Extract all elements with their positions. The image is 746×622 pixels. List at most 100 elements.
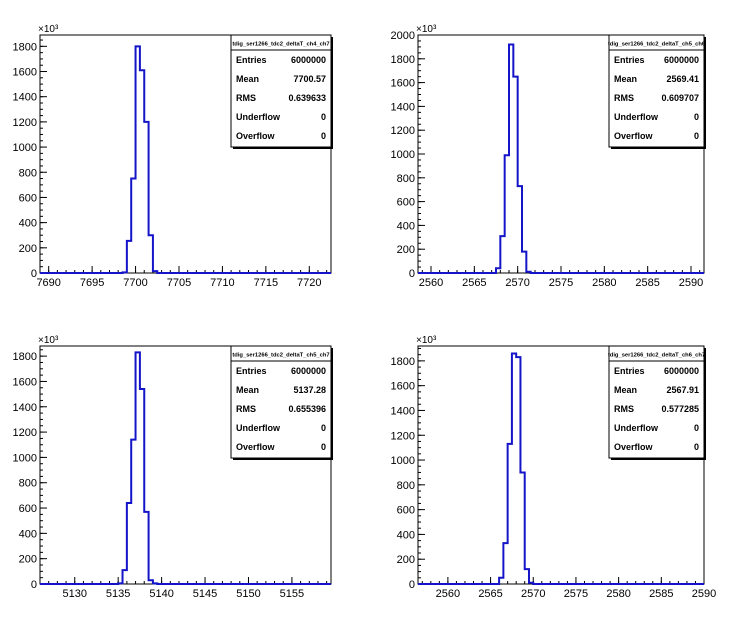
- y-tick-label: 1000: [13, 452, 37, 464]
- y-tick-label: 1400: [13, 402, 37, 414]
- stats-label: RMS: [236, 404, 256, 414]
- x-tick-label: 2560: [436, 588, 460, 600]
- x-tick-label: 7695: [80, 277, 104, 289]
- stats-box-title: tdig_ser1266_tdc2_deltaT_ch5_ch7: [232, 353, 329, 359]
- histogram-bin-8: [529, 583, 533, 584]
- x-tick-label: 7720: [297, 277, 321, 289]
- histogram-bin-7: [149, 235, 153, 273]
- y-tick-label: 400: [397, 529, 415, 541]
- stats-label: Underflow: [614, 423, 659, 433]
- x-tick-label: 2590: [679, 277, 703, 289]
- histogram-bin-6: [140, 389, 144, 584]
- y-tick-label: 1200: [391, 430, 415, 442]
- histogram-line: [418, 352, 704, 585]
- y-exponent-label: ×10³: [38, 335, 59, 346]
- stats-value: 6000000: [664, 366, 699, 376]
- x-tick-label: 2560: [419, 277, 443, 289]
- stats-value: 0.655396: [288, 404, 326, 414]
- y-tick-label: 1000: [13, 142, 37, 154]
- x-tick-label: 5140: [149, 588, 173, 600]
- histogram-bin-4: [136, 46, 140, 273]
- stats-value: 6000000: [291, 55, 326, 65]
- y-tick-label: 1400: [391, 405, 415, 417]
- stats-label: Underflow: [236, 112, 281, 122]
- stats-value: 0: [694, 131, 699, 141]
- y-exponent-label: ×10³: [38, 24, 59, 35]
- stats-label: Mean: [236, 74, 259, 84]
- stats-value: 0.609707: [661, 93, 699, 103]
- x-tick-label: 7690: [36, 277, 60, 289]
- y-tick-label: 0: [31, 579, 37, 591]
- y-tick-label: 1200: [391, 125, 415, 137]
- y-tick-label: 1600: [391, 381, 415, 393]
- stats-value: 5137.28: [293, 385, 326, 395]
- histogram-bin-2: [500, 236, 504, 273]
- stats-label: RMS: [614, 404, 634, 414]
- y-tick-label: 1600: [13, 376, 37, 388]
- y-tick-label: 1600: [391, 78, 415, 90]
- y-tick-label: 1800: [391, 54, 415, 66]
- y-tick-label: 200: [397, 554, 415, 566]
- y-tick-label: 1400: [391, 101, 415, 113]
- histogram-bin-4: [131, 440, 135, 584]
- histogram-bin-6: [518, 186, 522, 273]
- y-tick-label: 200: [19, 554, 37, 566]
- y-tick-label: 1800: [391, 356, 415, 368]
- stats-value: 0: [694, 442, 699, 452]
- stats-value: 0.639633: [288, 93, 326, 103]
- stats-label: Entries: [614, 366, 645, 376]
- x-tick-label: 7705: [167, 277, 191, 289]
- stats-box-frame: [608, 34, 705, 148]
- stats-value: 0: [694, 112, 699, 122]
- histogram-bin-5: [513, 77, 517, 273]
- x-tick-label: 2565: [462, 277, 486, 289]
- y-tick-label: 1800: [13, 351, 37, 363]
- histogram-bin-5: [136, 352, 140, 584]
- x-tick-label: 7715: [254, 277, 278, 289]
- stats-box-title: tdig_ser1266_tdc2_deltaT_ch6_ch7: [608, 353, 705, 359]
- x-tick-label: 5150: [236, 588, 260, 600]
- stats-value: 0: [321, 423, 326, 433]
- stats-box-title: tdig_ser1266_tdc2_deltaT_ch4_ch7: [232, 42, 329, 48]
- stats-label: Mean: [614, 74, 637, 84]
- y-tick-label: 600: [397, 505, 415, 517]
- x-tick-label: 5145: [193, 588, 217, 600]
- x-tick-label: 2575: [564, 588, 588, 600]
- y-tick-label: 600: [19, 192, 37, 204]
- histogram-bin-4: [509, 45, 513, 273]
- stats-label: Entries: [236, 366, 267, 376]
- stats-value: 0: [321, 442, 326, 452]
- y-tick-label: 0: [409, 579, 415, 591]
- histogram-bin-8: [153, 271, 157, 273]
- stats-value: 0.577285: [661, 404, 699, 414]
- stats-box: tdig_ser1266_tdc2_deltaT_ch5_ch6 Entries 6…: [608, 34, 706, 149]
- x-tick-label: 5135: [106, 588, 130, 600]
- histogram-line: [418, 43, 704, 274]
- x-tick-label: 2580: [592, 277, 616, 289]
- stats-box-frame: [230, 345, 332, 459]
- y-exponent-label: ×10³: [416, 335, 437, 346]
- x-tick-label: 2585: [649, 588, 673, 600]
- stats-label: Overflow: [236, 442, 276, 452]
- histogram-bin-9: [153, 583, 157, 584]
- histogram-line: [40, 45, 331, 274]
- x-tick-label: 5155: [280, 588, 304, 600]
- stats-value: 0: [321, 131, 326, 141]
- y-tick-label: 600: [397, 197, 415, 209]
- stats-label: Underflow: [614, 112, 659, 122]
- stats-value: 6000000: [291, 366, 326, 376]
- y-tick-label: 1000: [391, 455, 415, 467]
- stats-label: RMS: [614, 93, 634, 103]
- histogram-panel-1: 7690 7695 7700 7705 7710 7715 7720 0 200 400 600 80…: [13, 24, 333, 289]
- stats-value: 2567.91: [666, 385, 699, 395]
- stats-label: Overflow: [236, 131, 276, 141]
- y-tick-label: 0: [31, 268, 37, 280]
- y-tick-label: 1000: [391, 149, 415, 161]
- histogram-bin-4: [512, 353, 516, 584]
- histogram-bin-1: [499, 578, 503, 584]
- histogram-line: [40, 351, 331, 585]
- stats-box-frame: [230, 34, 332, 148]
- y-tick-label: 1600: [13, 67, 37, 79]
- histogram-bin-3: [127, 503, 131, 584]
- histogram-bin-8: [526, 272, 530, 273]
